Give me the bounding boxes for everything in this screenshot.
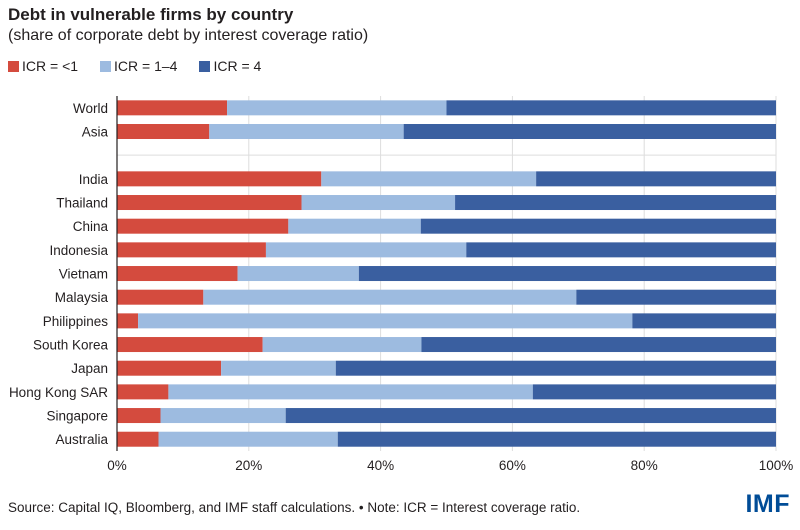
bar-segment <box>138 313 633 329</box>
bar-segment <box>262 337 422 353</box>
x-tick-label: 20% <box>235 458 262 473</box>
bar-segment <box>337 431 776 447</box>
imf-logo: IMF <box>745 490 790 518</box>
category-label: Singapore <box>46 409 108 424</box>
bar-segment <box>117 171 322 187</box>
bar-segment <box>117 408 161 424</box>
chart-title: Debt in vulnerable firms by country <box>8 5 294 24</box>
bar-segment <box>117 360 222 376</box>
bar-segment <box>403 124 776 140</box>
bar-segment <box>358 266 776 282</box>
bar-segment <box>203 289 577 305</box>
category-label: Asia <box>82 125 109 140</box>
category-label: Vietnam <box>59 267 108 282</box>
x-tick-label: 100% <box>759 458 794 473</box>
legend-label-icr-1-4: ICR = 1–4 <box>114 58 178 74</box>
bar-segment <box>168 384 533 400</box>
bar-segment <box>632 313 776 329</box>
x-tick-label: 60% <box>499 458 526 473</box>
bar-segment <box>117 313 139 329</box>
x-tick-label: 0% <box>107 458 127 473</box>
bar-segment <box>421 337 776 353</box>
bar-segment <box>117 242 266 258</box>
bar-segment <box>301 195 456 211</box>
bar-segment <box>117 100 228 116</box>
bar-segment <box>117 218 289 234</box>
stacked-bar-chart: World Asia India Thailand China Indonesia Viet… <box>9 96 794 473</box>
source-note: Source: Capital IQ, Bloomberg, and IMF s… <box>8 500 581 515</box>
bar-segment <box>209 124 404 140</box>
category-label: Hong Kong SAR <box>9 385 108 400</box>
category-label: Malaysia <box>55 290 109 305</box>
x-tick-label: 40% <box>367 458 394 473</box>
category-label: Indonesia <box>49 243 108 258</box>
bar-segment <box>237 266 359 282</box>
category-label: Australia <box>55 432 108 447</box>
bar-segment <box>117 431 159 447</box>
bar-segment <box>536 171 776 187</box>
legend-label-icr-4: ICR = 4 <box>213 58 262 74</box>
category-label: World <box>73 101 108 116</box>
category-label: China <box>73 219 109 234</box>
bar-segment <box>288 218 421 234</box>
x-tick-label: 80% <box>631 458 658 473</box>
bar-segment <box>420 218 776 234</box>
legend: ICR = <1 ICR = 1–4 ICR = 4 <box>8 58 261 74</box>
bar-segment <box>265 242 467 258</box>
bar-segment <box>446 100 776 116</box>
bar-segment <box>221 360 336 376</box>
legend-swatch-icr-lt1 <box>8 60 19 72</box>
bar-segment <box>285 408 776 424</box>
bar-segment <box>158 431 338 447</box>
legend-item-icr-lt1: ICR = <1 <box>8 58 78 74</box>
category-label: Japan <box>71 361 108 376</box>
legend-swatch-icr-4 <box>199 60 211 72</box>
bar-segment <box>335 360 776 376</box>
legend-item-icr-1-4: ICR = 1–4 <box>100 58 177 74</box>
bar-segment <box>117 337 263 353</box>
legend-swatch-icr-1-4 <box>100 60 112 72</box>
bar-segment <box>117 384 169 400</box>
bar-segment <box>117 266 238 282</box>
bar-segment <box>117 289 204 305</box>
category-label: South Korea <box>33 338 109 353</box>
bar-segment <box>576 289 776 305</box>
bar-segment <box>160 408 286 424</box>
legend-item-icr-4: ICR = 4 <box>199 58 261 74</box>
bar-segment <box>117 195 302 211</box>
bar-segment <box>455 195 776 211</box>
bar-segment <box>321 171 537 187</box>
chart-subtitle: (share of corporate debt by interest cov… <box>8 27 369 44</box>
category-label: Thailand <box>56 196 108 211</box>
category-label: Philippines <box>43 314 109 329</box>
bar-segment <box>227 100 447 116</box>
legend-label-icr-lt1: ICR = <1 <box>22 58 79 74</box>
bar-segment <box>532 384 776 400</box>
category-label: India <box>79 172 109 187</box>
bar-segment <box>466 242 776 258</box>
bar-segment <box>117 124 210 140</box>
